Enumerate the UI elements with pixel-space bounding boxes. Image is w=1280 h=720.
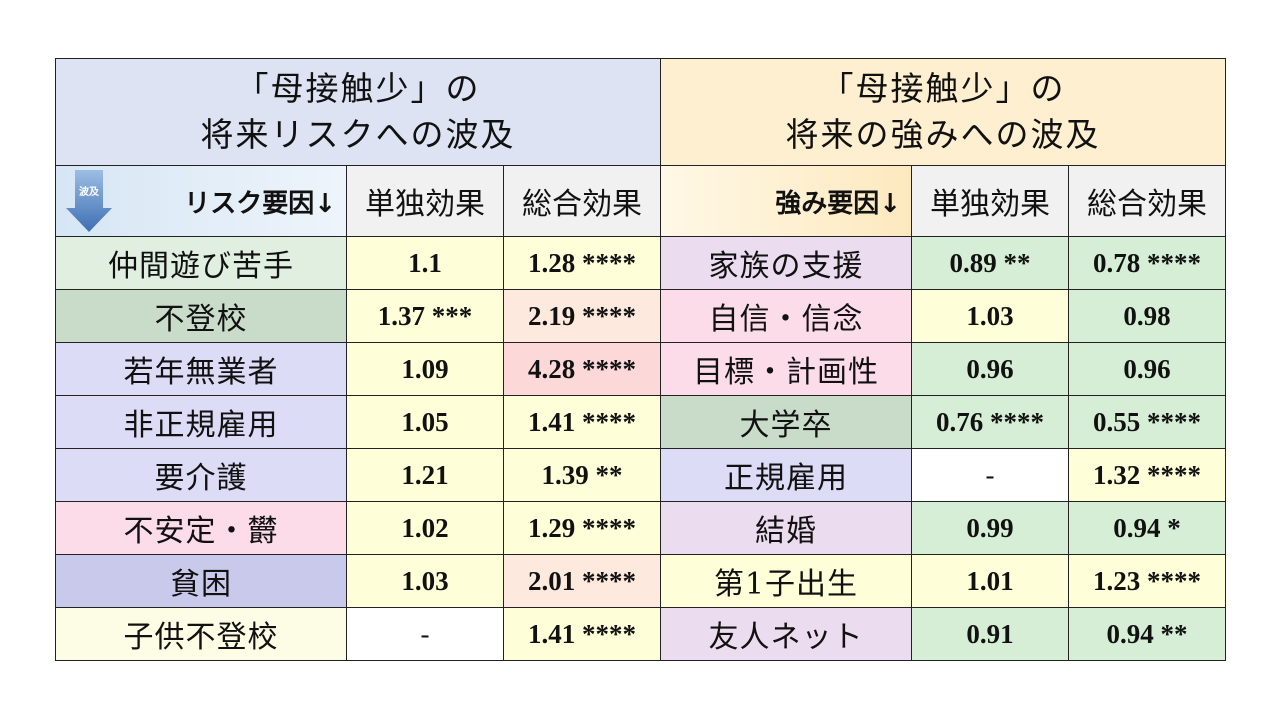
risk-factor-cell: 子供不登校	[56, 608, 347, 661]
strength-total-effect-cell: 0.98	[1069, 290, 1226, 343]
strength-total-effect-cell: 1.23 ****	[1069, 555, 1226, 608]
strength-single-effect-cell: 0.99	[912, 502, 1069, 555]
strength-factor-cell: 大学卒	[661, 396, 912, 449]
strength-total-effect-header: 総合効果	[1069, 166, 1226, 237]
risk-total-effect-cell: 1.41 ****	[504, 608, 661, 661]
risk-single-effect-cell: 1.21	[347, 449, 504, 502]
risk-total-effect-cell: 2.01 ****	[504, 555, 661, 608]
risk-total-effect-cell: 1.28 ****	[504, 237, 661, 290]
strength-factor-cell: 第1子出生	[661, 555, 912, 608]
risk-factor-cell: 不登校	[56, 290, 347, 343]
strength-single-effect-cell: 0.76 ****	[912, 396, 1069, 449]
strength-single-effect-cell: 0.91	[912, 608, 1069, 661]
strength-factor-cell: 結婚	[661, 502, 912, 555]
strength-header-line2: 将来の強みへの波及	[785, 115, 1101, 154]
strength-factor-label: 強み要因↓	[775, 188, 901, 219]
risk-total-effect-header: 総合効果	[504, 166, 661, 237]
strength-factor-cell: 正規雇用	[661, 449, 912, 502]
strength-single-effect-cell: 0.96	[912, 343, 1069, 396]
risk-single-effect-cell: 1.05	[347, 396, 504, 449]
risk-single-effect-header: 単独効果	[347, 166, 504, 237]
strength-single-effect-cell: -	[912, 449, 1069, 502]
strength-total-effect-cell: 0.96	[1069, 343, 1226, 396]
risk-factor-cell: 要介護	[56, 449, 347, 502]
risk-header-line2: 将来リスクへの波及	[200, 115, 516, 154]
strength-total-effect-cell: 0.55 ****	[1069, 396, 1226, 449]
strength-single-effect-cell: 0.89 **	[912, 237, 1069, 290]
strength-factor-cell: 目標・計画性	[661, 343, 912, 396]
risk-single-effect-cell: 1.09	[347, 343, 504, 396]
risk-header-line1: 「母接触少」の	[235, 69, 481, 108]
risk-section-header: 「母接触少」の 将来リスクへの波及	[56, 59, 661, 166]
risk-total-effect-cell: 4.28 ****	[504, 343, 661, 396]
strength-total-effect-cell: 0.94 **	[1069, 608, 1226, 661]
strength-factor-cell: 自信・信念	[661, 290, 912, 343]
risk-factor-label: リスク要因↓	[184, 188, 336, 219]
risk-factor-cell: 若年無業者	[56, 343, 347, 396]
risk-single-effect-cell: 1.03	[347, 555, 504, 608]
risk-total-effect-cell: 2.19 ****	[504, 290, 661, 343]
risk-factor-column-header: 波及 リスク要因↓	[56, 166, 347, 237]
strength-single-effect-cell: 1.03	[912, 290, 1069, 343]
strength-total-effect-cell: 1.32 ****	[1069, 449, 1226, 502]
effects-table: 「母接触少」の 将来リスクへの波及 「母接触少」の 将来の強みへの波及 波及 リ…	[55, 58, 1226, 661]
strength-single-effect-header: 単独効果	[912, 166, 1069, 237]
strength-total-effect-cell: 0.94 *	[1069, 502, 1226, 555]
risk-single-effect-cell: -	[347, 608, 504, 661]
risk-single-effect-cell: 1.02	[347, 502, 504, 555]
arrow-icon-label: 波及	[79, 185, 100, 198]
risk-factor-cell: 貧困	[56, 555, 347, 608]
risk-total-effect-cell: 1.39 **	[504, 449, 661, 502]
strength-total-effect-cell: 0.78 ****	[1069, 237, 1226, 290]
strength-factor-column-header: 強み要因↓	[661, 166, 912, 237]
risk-factor-cell: 不安定・欝	[56, 502, 347, 555]
down-arrow-icon: 波及	[66, 170, 112, 232]
risk-factor-cell: 仲間遊び苦手	[56, 237, 347, 290]
risk-total-effect-cell: 1.29 ****	[504, 502, 661, 555]
strength-factor-cell: 家族の支援	[661, 237, 912, 290]
strength-single-effect-cell: 1.01	[912, 555, 1069, 608]
strength-factor-cell: 友人ネット	[661, 608, 912, 661]
risk-single-effect-cell: 1.1	[347, 237, 504, 290]
strength-header-line1: 「母接触少」の	[820, 69, 1066, 108]
risk-single-effect-cell: 1.37 ***	[347, 290, 504, 343]
strength-section-header: 「母接触少」の 将来の強みへの波及	[661, 59, 1226, 166]
risk-total-effect-cell: 1.41 ****	[504, 396, 661, 449]
risk-factor-cell: 非正規雇用	[56, 396, 347, 449]
